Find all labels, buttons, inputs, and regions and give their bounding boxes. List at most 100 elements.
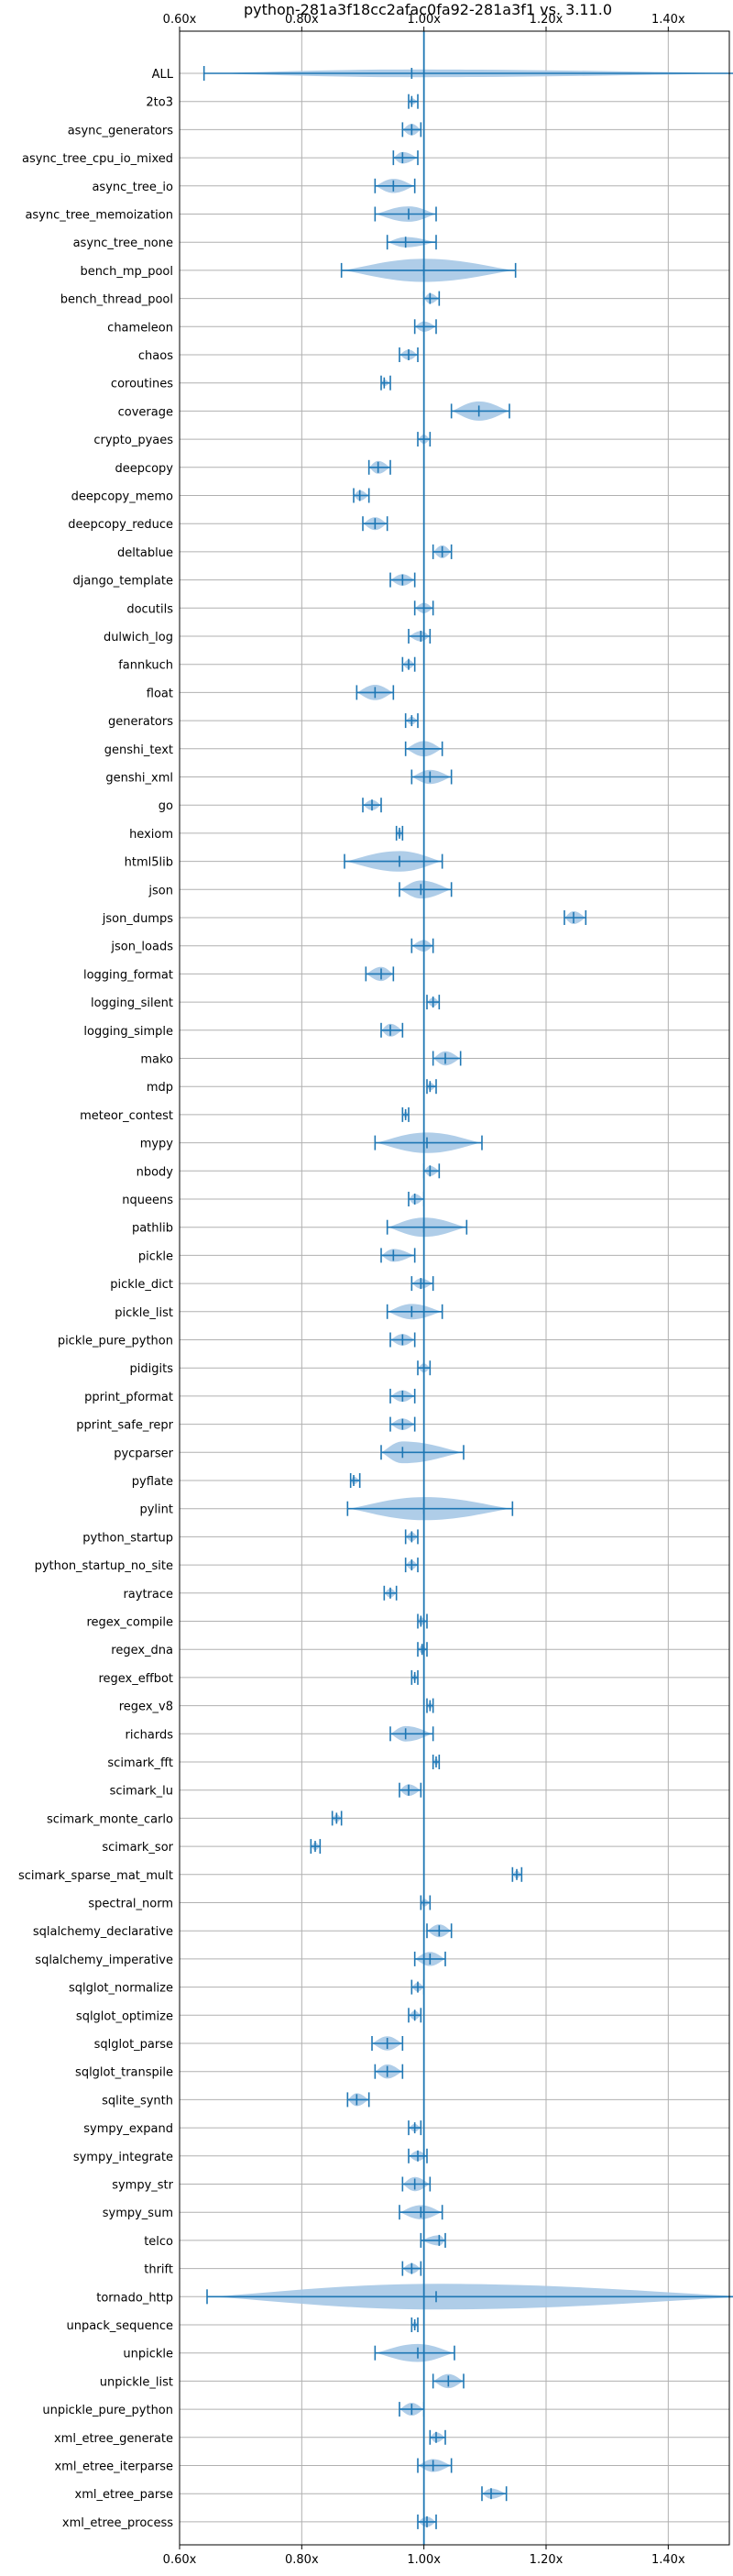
label-sqlglot-normalize: sqlglot_normalize xyxy=(69,1982,173,1996)
label-chaos: chaos xyxy=(138,349,173,363)
label-bench-mp-pool: bench_mp_pool xyxy=(80,265,173,279)
label-deepcopy: deepcopy xyxy=(115,462,173,476)
label-richards: richards xyxy=(126,1728,174,1742)
label-regex-dna: regex_dna xyxy=(111,1644,173,1657)
tick-label-top-3: 1.20x xyxy=(530,13,563,27)
label-regex-compile: regex_compile xyxy=(86,1616,173,1630)
tick-label-bottom-3: 1.20x xyxy=(530,2553,563,2567)
label-json: json xyxy=(148,884,173,897)
label-coroutines: coroutines xyxy=(111,378,173,391)
label-sqlite-synth: sqlite_synth xyxy=(102,2094,173,2108)
label-pickle-dict: pickle_dict xyxy=(110,1278,173,1292)
label-pickle-pure-python: pickle_pure_python xyxy=(58,1335,173,1349)
y-axis-labels: ALL 2to3 async_generators async_tree_cpu_io… xyxy=(18,68,174,2530)
label-coverage: coverage xyxy=(118,405,173,419)
label-sqlalchemy-declarative: sqlalchemy_declarative xyxy=(33,1925,173,1939)
label-sympy-sum: sympy_sum xyxy=(103,2207,173,2220)
label-all: ALL xyxy=(152,68,174,82)
label-sqlalchemy-imperative: sqlalchemy_imperative xyxy=(35,1954,173,1967)
label-raytrace: raytrace xyxy=(123,1588,173,1602)
tick-label-top-2: 1.00x xyxy=(407,13,441,27)
label-pprint-safe-repr: pprint_safe_repr xyxy=(76,1419,173,1433)
label-scimark-fft: scimark_fft xyxy=(107,1756,173,1770)
tick-label-top-4: 1.40x xyxy=(651,13,685,27)
label-generators: generators xyxy=(108,715,173,729)
label-crypto-pyaes: crypto_pyaes xyxy=(93,434,173,447)
label-regex-effbot: regex_effbot xyxy=(98,1672,173,1686)
label-tornado-http: tornado_http xyxy=(96,2291,173,2305)
label-fannkuch: fannkuch xyxy=(118,659,173,673)
label-deepcopy-memo: deepcopy_memo xyxy=(71,490,173,504)
tick-label-bottom-0: 0.60x xyxy=(163,2553,197,2567)
label-logging-format: logging_format xyxy=(83,968,173,982)
label-chameleon: chameleon xyxy=(107,321,173,335)
label-unpickle: unpickle xyxy=(123,2348,173,2361)
label-xml-etree-iterparse: xml_etree_iterparse xyxy=(54,2460,173,2474)
label-xml-etree-process: xml_etree_process xyxy=(62,2516,173,2530)
tick-label-bottom-1: 0.80x xyxy=(285,2553,319,2567)
label-async-tree-memoization: async_tree_memoization xyxy=(25,209,173,223)
label-xml-etree-generate: xml_etree_generate xyxy=(54,2432,173,2446)
label-python-startup: python_startup xyxy=(82,1531,173,1545)
label-genshi-xml: genshi_xml xyxy=(105,772,173,786)
label-async-generators: async_generators xyxy=(68,124,174,138)
plot-frame xyxy=(179,30,730,2546)
label-logging-simple: logging_simple xyxy=(83,1025,173,1039)
tick-label-top-0: 0.60x xyxy=(163,13,197,27)
label-regex-v8: regex_v8 xyxy=(119,1701,173,1714)
label-unpickle-pure-python: unpickle_pure_python xyxy=(42,2404,173,2417)
label-deepcopy-reduce: deepcopy_reduce xyxy=(68,518,173,532)
chart-title: python-281a3f18cc2afac0fa92-281a3f1 vs. … xyxy=(244,1,612,18)
tick-label-top-1: 0.80x xyxy=(285,13,319,27)
label-pathlib: pathlib xyxy=(132,1222,173,1236)
label-telco: telco xyxy=(144,2235,173,2249)
label-pycparser: pycparser xyxy=(114,1447,173,1460)
label-unpack-sequence: unpack_sequence xyxy=(66,2319,173,2333)
label-pyflate: pyflate xyxy=(132,1475,173,1489)
label-async-tree-none: async_tree_none xyxy=(73,237,173,250)
label-scimark-lu: scimark_lu xyxy=(110,1785,173,1799)
label-sympy-expand: sympy_expand xyxy=(83,2122,173,2136)
tick-label-bottom-2: 1.00x xyxy=(407,2553,441,2567)
label-json-dumps: json_dumps xyxy=(102,912,173,926)
label-async-tree-io: async_tree_io xyxy=(92,181,173,194)
label-docutils: docutils xyxy=(126,602,173,616)
label-json-loads: json_loads xyxy=(110,941,173,954)
label-scimark-monte-carlo: scimark_monte_carlo xyxy=(47,1812,173,1826)
label-sqlglot-parse: sqlglot_parse xyxy=(94,2038,173,2052)
label-bench-thread-pool: bench_thread_pool xyxy=(60,293,173,307)
label-django-template: django_template xyxy=(73,575,173,589)
label-hexiom: hexiom xyxy=(129,828,173,842)
label-python-startup-no-site: python_startup_no_site xyxy=(35,1559,173,1573)
label-mypy: mypy xyxy=(140,1138,174,1151)
label-sqlglot-optimize: sqlglot_optimize xyxy=(76,2009,173,2023)
label-mako: mako xyxy=(140,1053,173,1067)
label-nqueens: nqueens xyxy=(122,1194,173,1207)
tick-label-bottom-4: 1.40x xyxy=(651,2553,685,2567)
label-pickle-list: pickle_list xyxy=(115,1306,173,1320)
x-axis: 0.60x 0.60x 0.80x 0.80x 1.00x 1.00x 1.20x 1.20x… xyxy=(163,13,685,2567)
violins xyxy=(202,66,733,2529)
label-genshi-text: genshi_text xyxy=(104,743,173,757)
label-scimark-sor: scimark_sor xyxy=(102,1841,173,1855)
label-html5lib: html5lib xyxy=(125,856,173,870)
label-pprint-pformat: pprint_pformat xyxy=(84,1391,173,1404)
label-xml-etree-parse: xml_etree_parse xyxy=(75,2488,173,2502)
label-nbody: nbody xyxy=(137,1165,174,1179)
label-pylint: pylint xyxy=(139,1503,173,1517)
label-dulwich-log: dulwich_log xyxy=(104,631,173,644)
label-spectral-norm: spectral_norm xyxy=(88,1898,173,1911)
label-sympy-integrate: sympy_integrate xyxy=(73,2151,173,2164)
grid xyxy=(179,31,729,2545)
label-2to3: 2to3 xyxy=(146,96,173,110)
label-float: float xyxy=(147,687,173,700)
label-pickle: pickle xyxy=(138,1249,173,1263)
label-deltablue: deltablue xyxy=(117,546,173,560)
label-logging-silent: logging_silent xyxy=(91,996,173,1010)
label-mdp: mdp xyxy=(147,1081,173,1095)
label-unpickle-list: unpickle_list xyxy=(100,2375,173,2389)
label-async-tree-cpu-io-mixed: async_tree_cpu_io_mixed xyxy=(22,152,173,166)
label-meteor-contest: meteor_contest xyxy=(80,1109,173,1123)
label-sqlglot-transpile: sqlglot_transpile xyxy=(75,2066,173,2080)
